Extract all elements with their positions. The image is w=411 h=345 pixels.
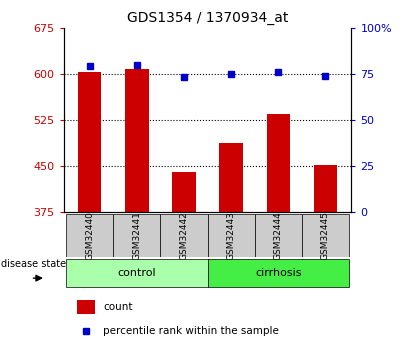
Bar: [219, 143, 243, 212]
Bar: [208, 214, 255, 257]
Bar: [78, 72, 102, 212]
Text: GSM32443: GSM32443: [226, 211, 236, 260]
Text: GSM32445: GSM32445: [321, 211, 330, 260]
Text: GSM32441: GSM32441: [132, 211, 141, 260]
Text: control: control: [118, 268, 156, 277]
Text: count: count: [103, 302, 133, 312]
Bar: [125, 69, 149, 212]
Bar: [160, 214, 208, 257]
Bar: [113, 214, 160, 257]
Text: GSM32444: GSM32444: [274, 211, 283, 260]
Text: cirrhosis: cirrhosis: [255, 268, 302, 277]
Text: disease state: disease state: [1, 259, 67, 269]
Text: GSM32440: GSM32440: [85, 211, 94, 260]
Text: GSM32442: GSM32442: [180, 211, 189, 260]
Text: percentile rank within the sample: percentile rank within the sample: [103, 326, 279, 336]
Bar: [172, 171, 196, 212]
Title: GDS1354 / 1370934_at: GDS1354 / 1370934_at: [127, 11, 288, 25]
Bar: [314, 165, 337, 212]
Bar: [208, 259, 349, 286]
Bar: [66, 259, 208, 286]
Bar: [302, 214, 349, 257]
Bar: [255, 214, 302, 257]
Bar: [66, 214, 113, 257]
Bar: [77, 300, 95, 314]
Bar: [266, 114, 290, 212]
